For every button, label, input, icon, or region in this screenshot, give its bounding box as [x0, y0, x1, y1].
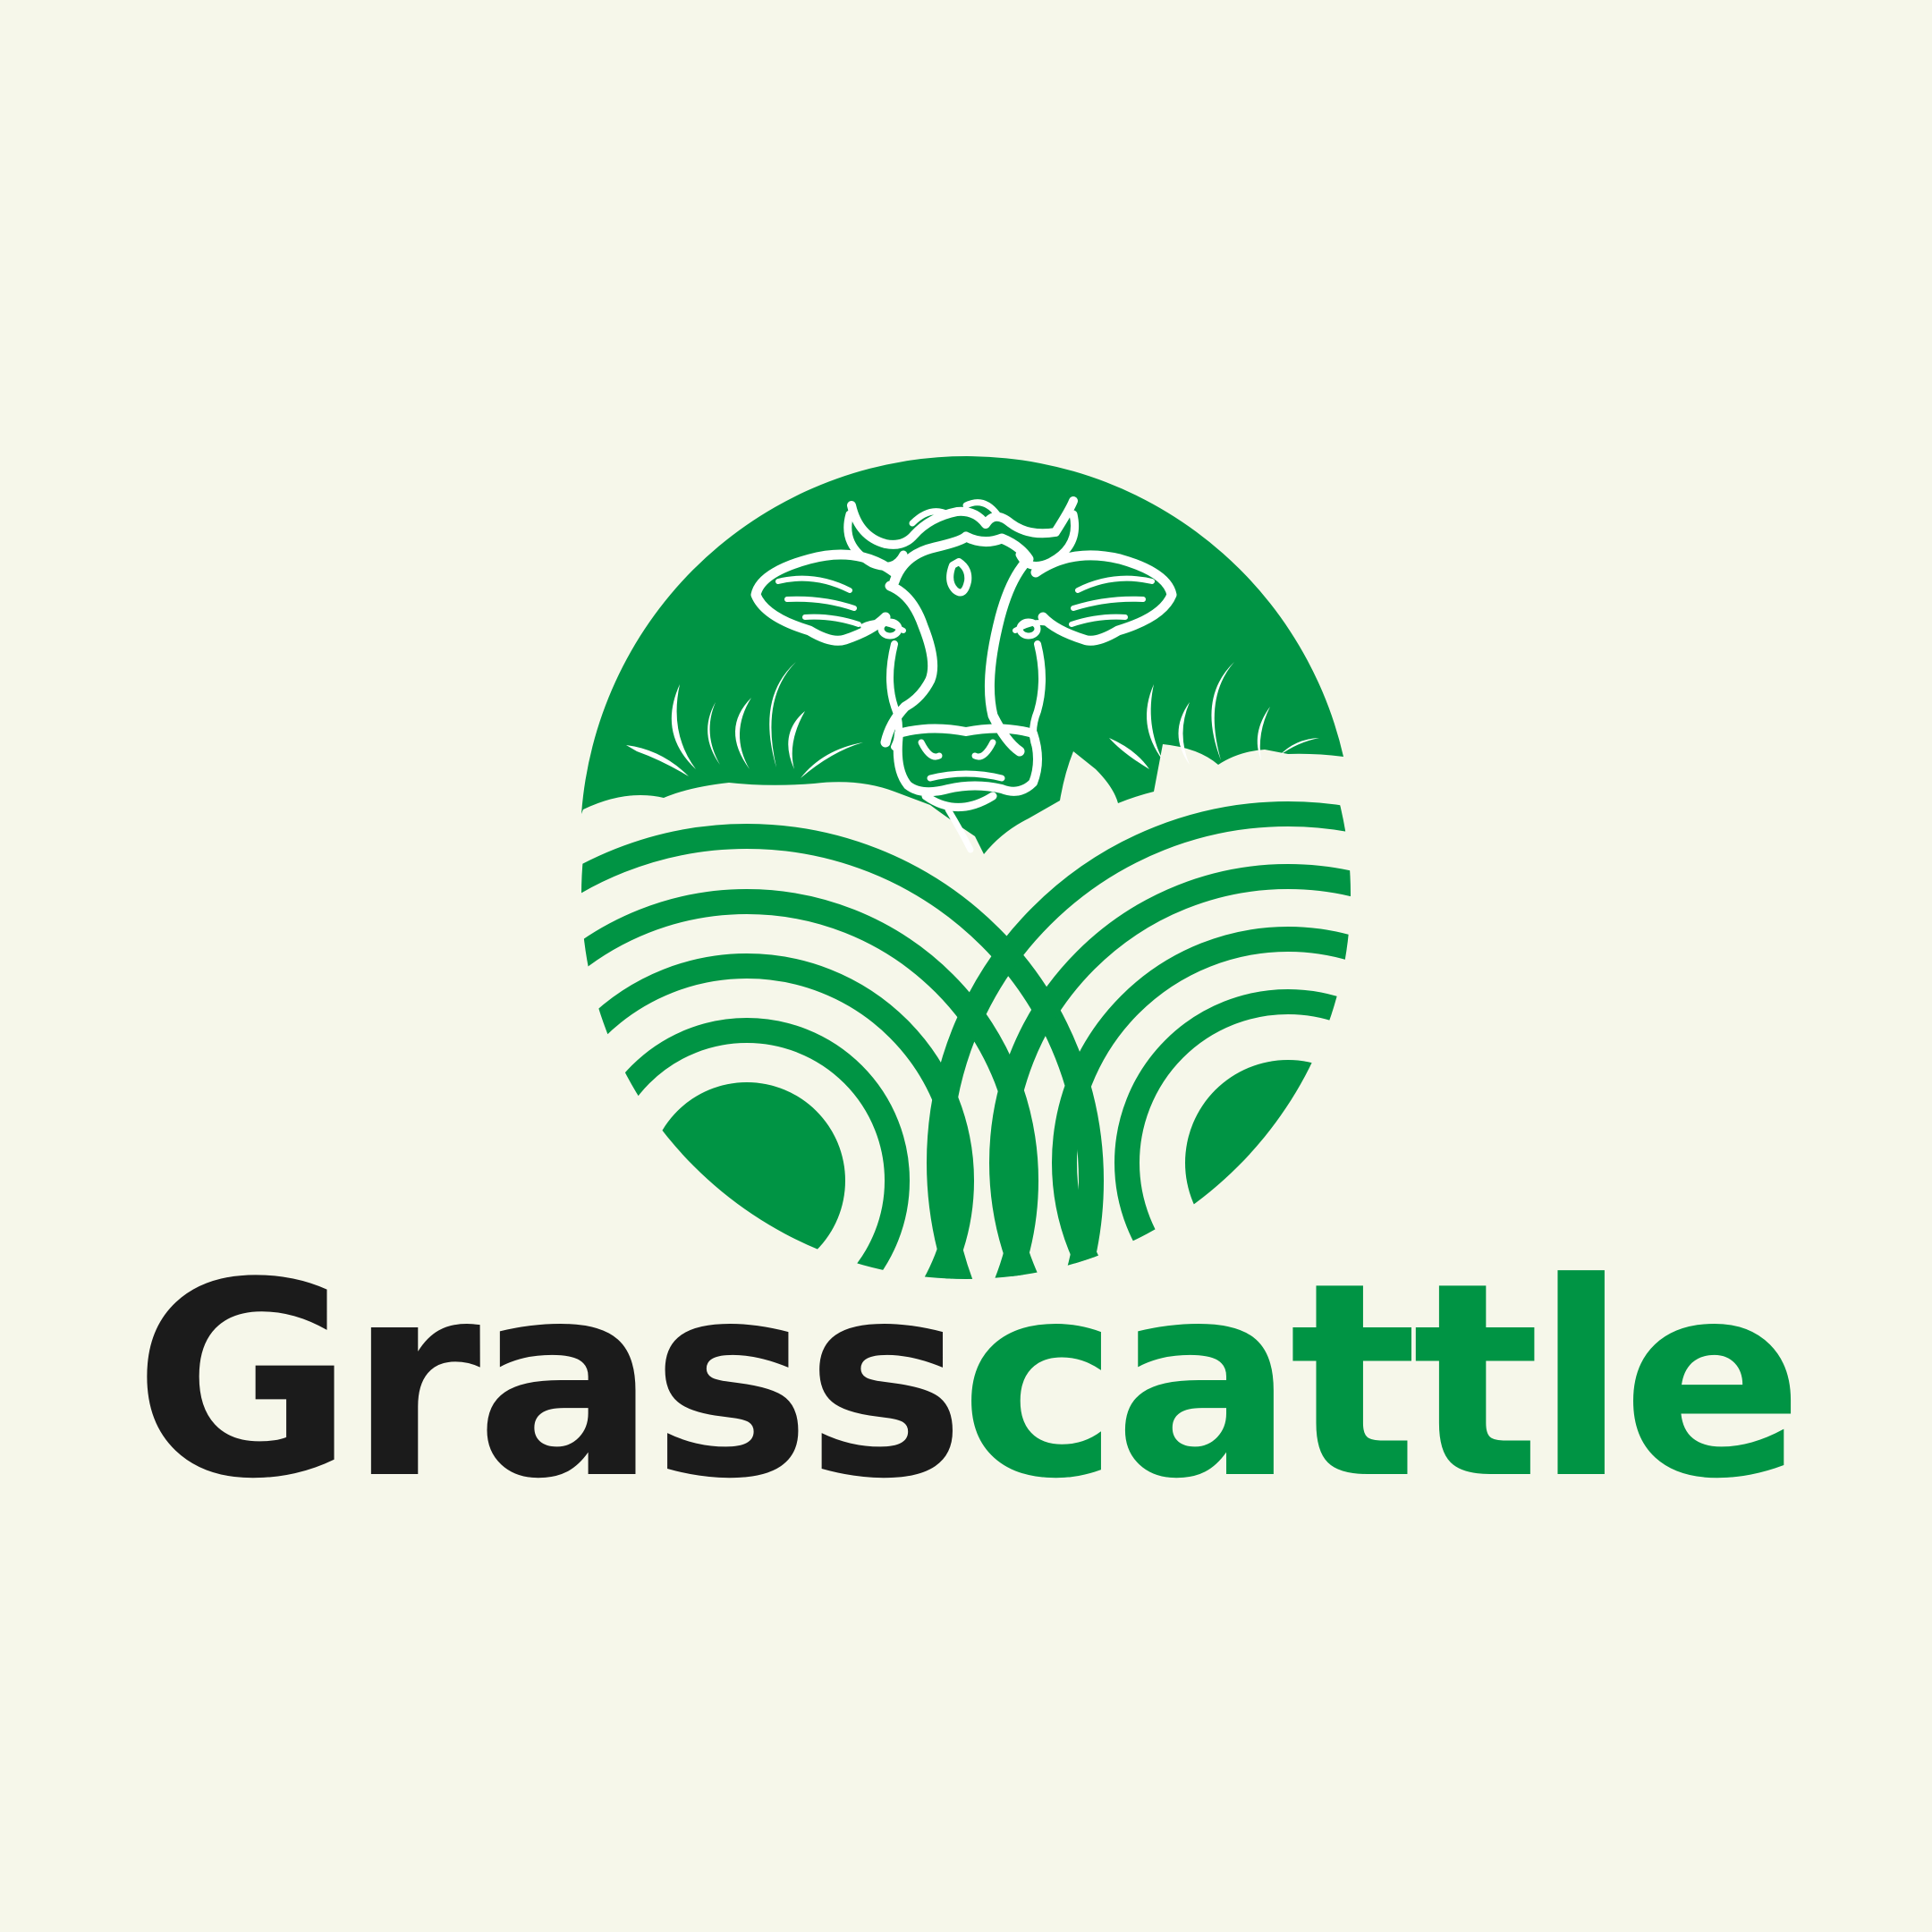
- grass-blades: [626, 662, 1319, 778]
- brand-name-cattle: cattle: [960, 1225, 1803, 1538]
- brand-wordmark: Grasscattle: [0, 1248, 1932, 1516]
- brand-name-grass: Grass: [133, 1225, 965, 1538]
- field-furrows: [581, 801, 1351, 1279]
- cow-illustration: [750, 496, 1177, 853]
- sky-disc: [581, 456, 1343, 854]
